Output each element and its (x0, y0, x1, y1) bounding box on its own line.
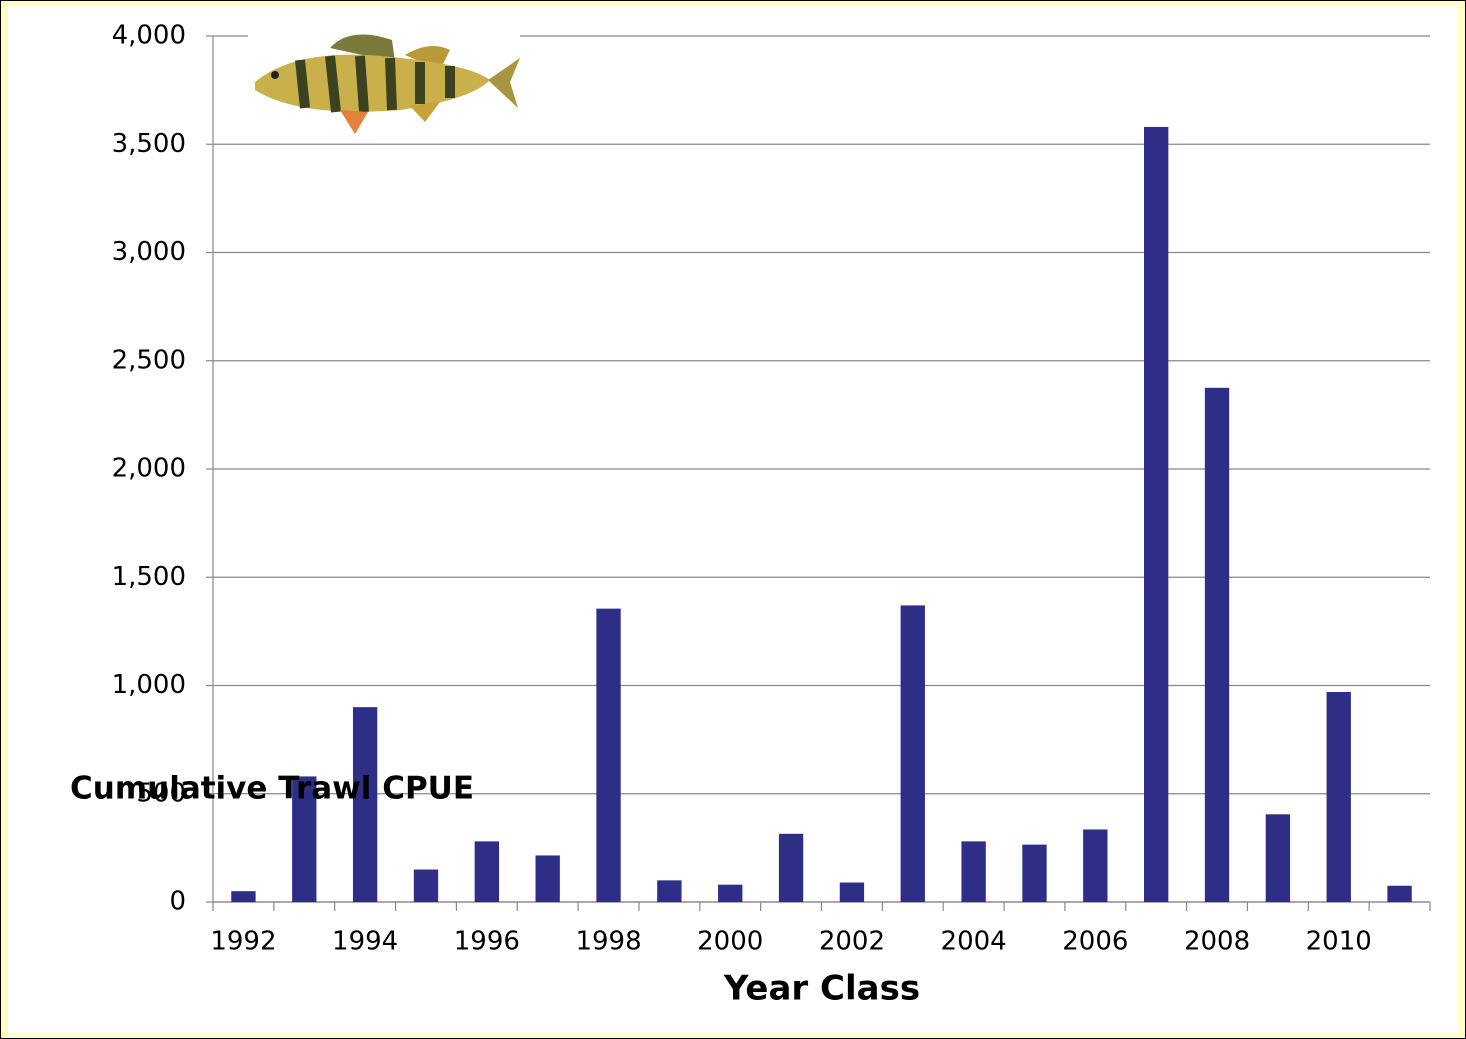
bar (839, 882, 865, 902)
bar (1144, 126, 1169, 903)
bar (413, 869, 439, 902)
bar (292, 776, 317, 902)
x-tick-label: 1992 (210, 927, 276, 957)
chart-area (8, 5, 1458, 1033)
bar (1387, 885, 1412, 902)
bar (535, 855, 560, 902)
x-tick-label: 2004 (941, 927, 1007, 957)
fish-image (248, 22, 520, 142)
bar (961, 841, 986, 902)
bar (596, 608, 621, 902)
x-tick-label: 1996 (454, 927, 520, 957)
x-tick-label: 2008 (1184, 927, 1250, 957)
bar (474, 841, 499, 902)
y-tick-label: 3,500 (112, 129, 186, 159)
y-tick-label: 1,000 (112, 670, 186, 700)
bar (1083, 829, 1108, 902)
bar (1265, 814, 1291, 902)
bar (718, 884, 743, 902)
bar (657, 880, 682, 902)
x-tick-label: 2006 (1062, 927, 1128, 957)
plot: 0 500 1,000 1,500 2,000 2,500 3,000 3,500 4,000 1… (112, 21, 1431, 957)
y-tick-label: 4,000 (112, 21, 186, 51)
y-tick-label: 0 (169, 887, 186, 917)
y-tick-label: 2,000 (112, 454, 186, 484)
x-tick-label: 2010 (1306, 927, 1372, 957)
bar (231, 891, 256, 902)
bar (1204, 387, 1230, 902)
x-tick-label: 2000 (697, 927, 763, 957)
x-tick-label: 1998 (575, 927, 641, 957)
y-tick-label: 2,500 (112, 345, 186, 375)
y-tick-label: 3,000 (112, 237, 186, 267)
y-tick-label: 500 (136, 778, 186, 808)
bar (1022, 844, 1047, 902)
bar (900, 605, 925, 902)
bar (778, 833, 804, 902)
x-axis-title: Year Class (723, 969, 920, 1009)
bar (352, 707, 378, 902)
y-axis-title: Cumulative Trawl CPUE (70, 771, 474, 807)
bar (1326, 691, 1351, 902)
x-tick-label: 2002 (819, 927, 885, 957)
x-tick-label: 1994 (332, 927, 398, 957)
y-tick-label: 1,500 (112, 562, 186, 592)
